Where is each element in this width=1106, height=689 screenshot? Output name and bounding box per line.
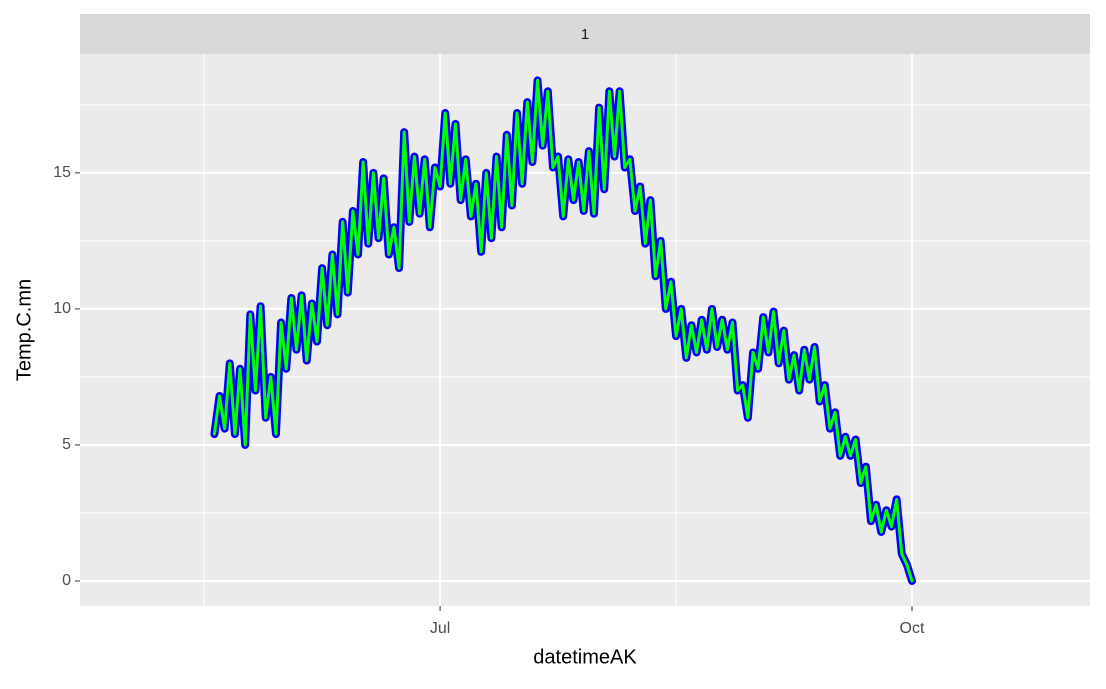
y-tick-label: 15 [53, 164, 71, 181]
facet-label: 1 [581, 26, 589, 43]
x-tick-label: Oct [900, 620, 925, 637]
facet-strip [80, 14, 1090, 54]
y-tick-label: 5 [62, 436, 71, 453]
y-tick-label: 10 [53, 300, 71, 317]
panel [80, 54, 1090, 606]
y-tick-label: 0 [62, 572, 71, 589]
x-axis-title: datetimeAK [533, 646, 637, 668]
x-tick-label: Jul [430, 620, 450, 637]
y-axis-title: Temp.C.mn [13, 279, 35, 381]
line [212, 78, 914, 583]
